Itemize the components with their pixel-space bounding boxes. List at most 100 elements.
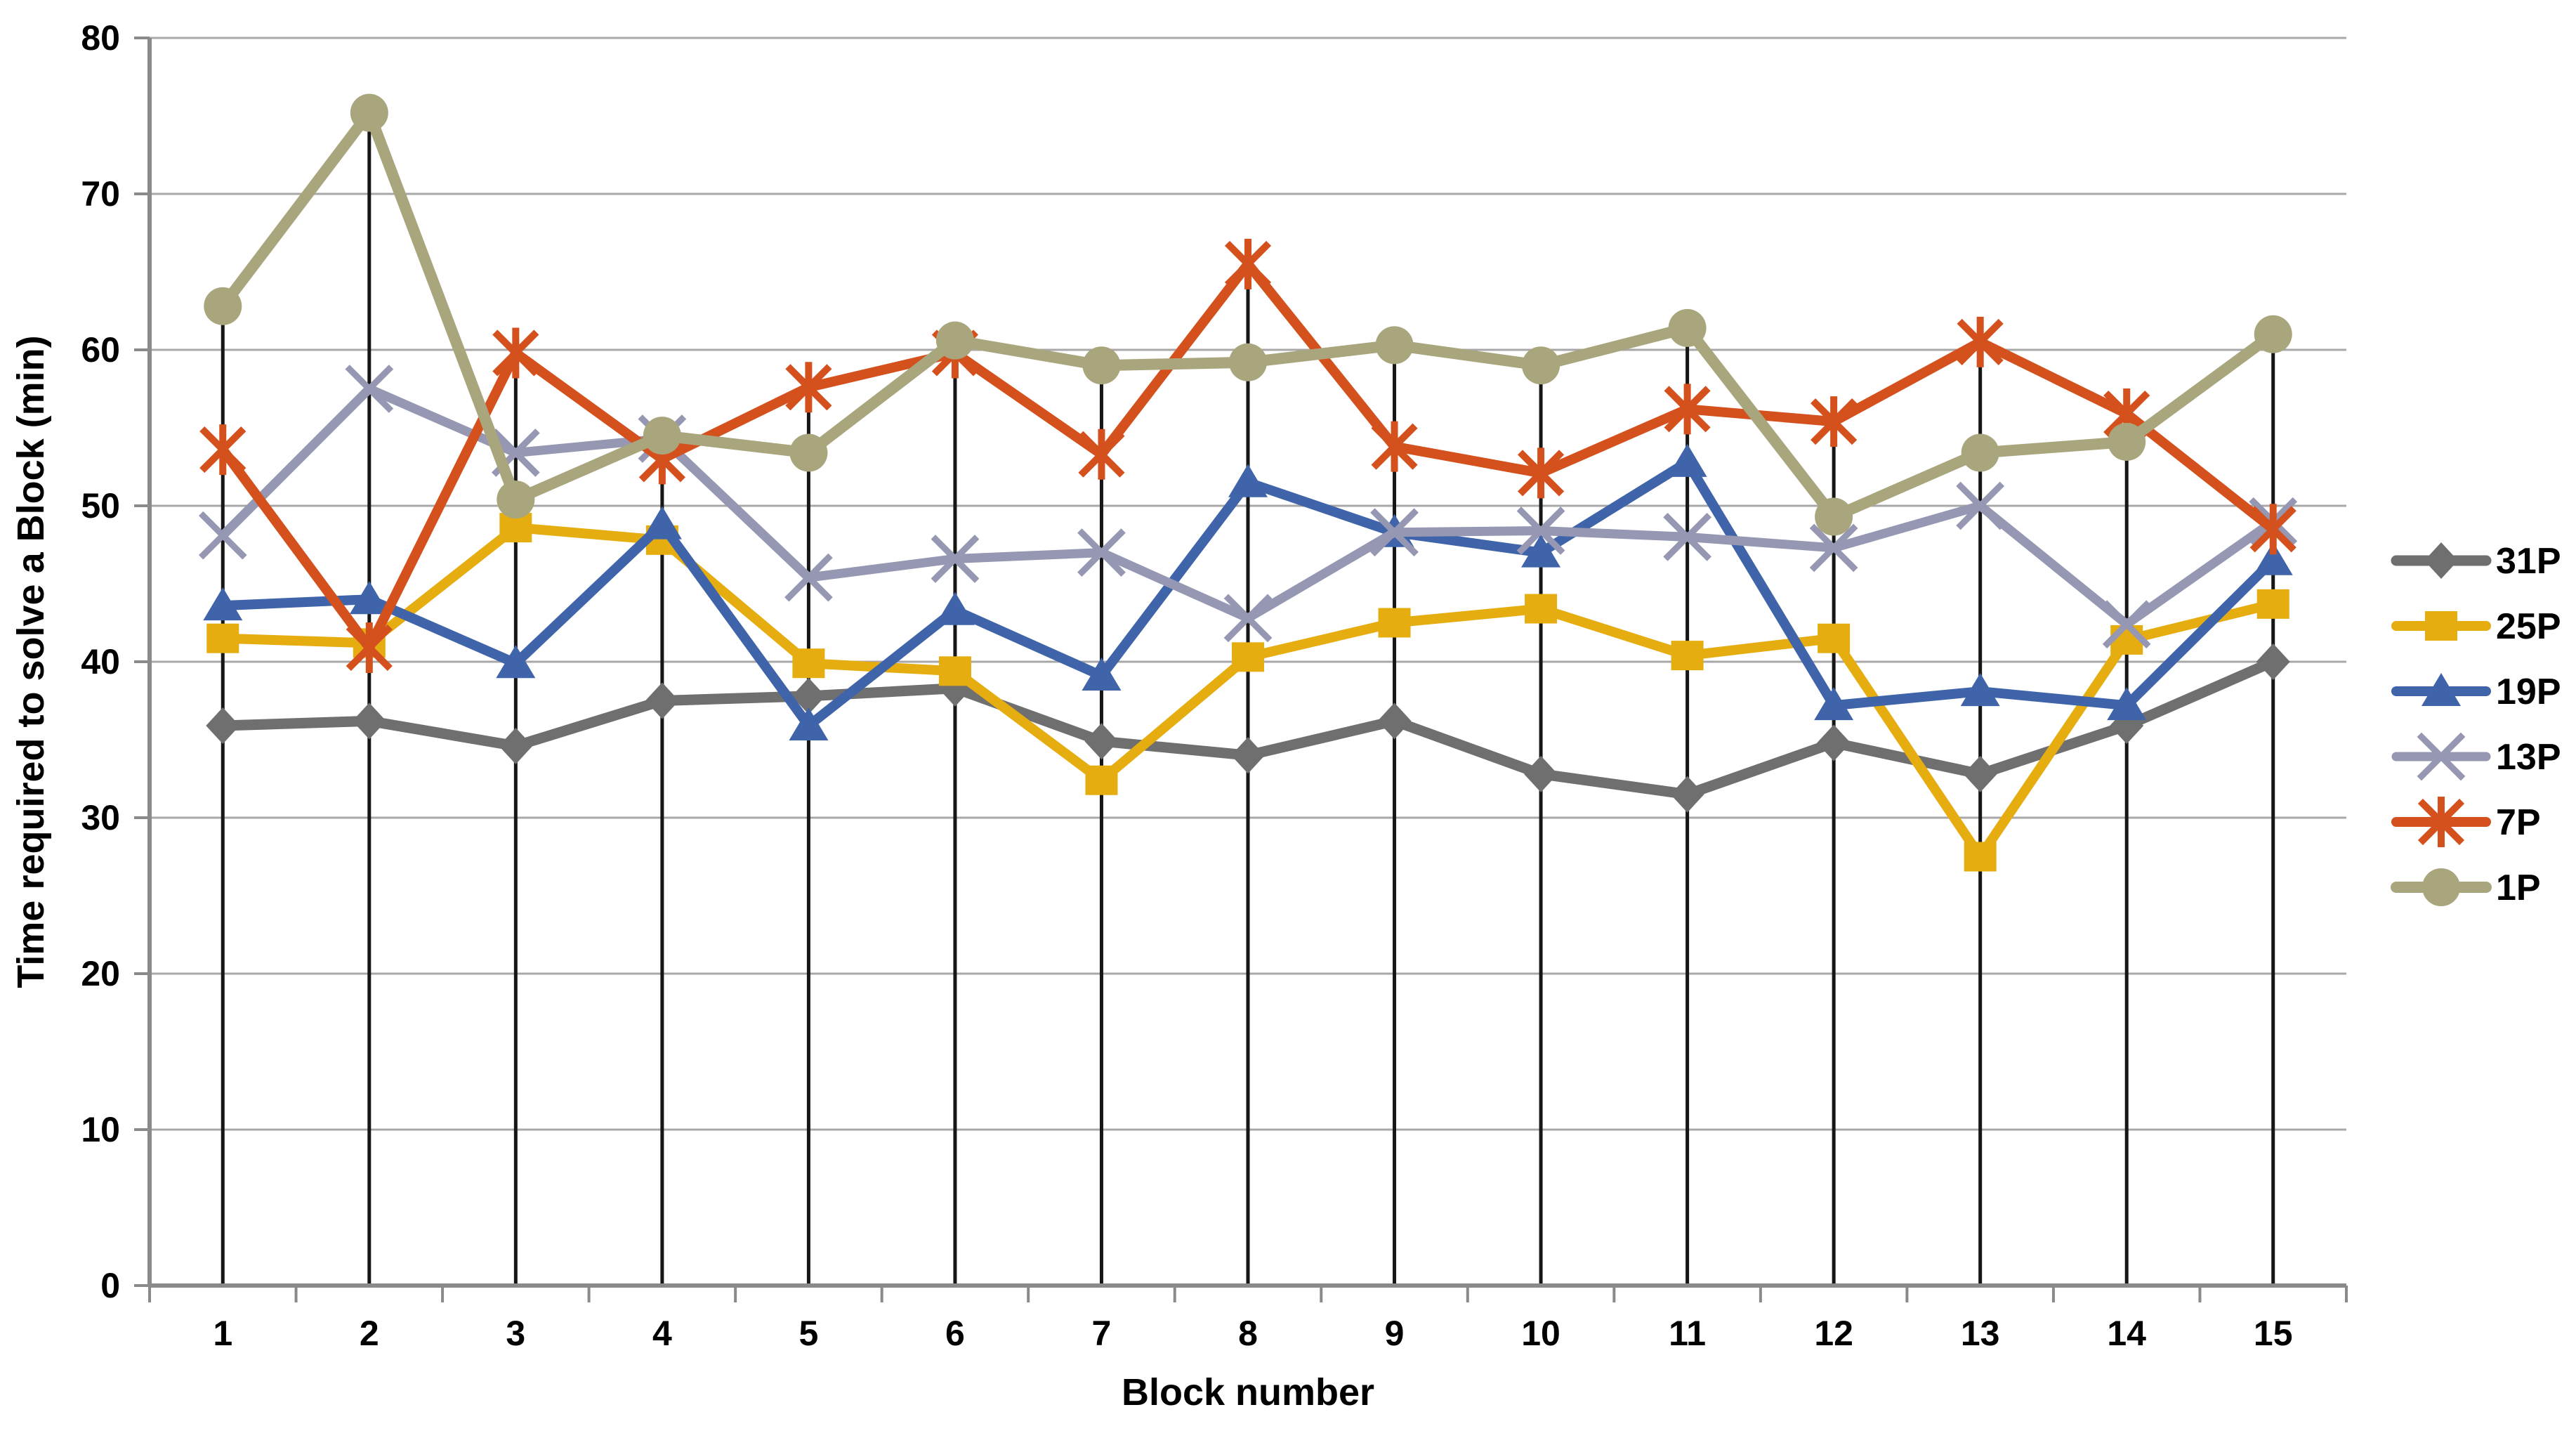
legend-label-13P: 13P	[2496, 737, 2561, 778]
marker-13P-block-7	[1077, 528, 1126, 577]
marker-19P-block-1	[203, 587, 243, 621]
marker-13P-block-1	[198, 511, 247, 560]
legend-item-13P: 13P	[2391, 732, 2561, 781]
marker-13P-block-11	[1663, 513, 1711, 561]
x-tick-label-14: 14	[2107, 1314, 2146, 1353]
marker-19P-block-4	[642, 506, 682, 540]
marker-31P-block-9	[1377, 702, 1412, 740]
marker-31P-block-2	[352, 702, 386, 740]
marker-25P-block-15	[2256, 589, 2289, 619]
legend-label-7P: 7P	[2496, 802, 2541, 843]
x-tick-label-12: 12	[1814, 1314, 1853, 1353]
marker-7P-block-10	[1517, 447, 1565, 499]
marker-1P-block-10	[1522, 346, 1560, 385]
marker-19P-block-13	[1960, 673, 2000, 707]
marker-25P-block-6	[938, 656, 971, 686]
marker-19P-block-2	[349, 581, 389, 615]
marker-1P-block-8	[1229, 343, 1267, 381]
legend-marker-19P-icon	[2421, 673, 2461, 706]
x-tick-label-13: 13	[1961, 1314, 2000, 1353]
marker-25P-block-12	[1818, 623, 1851, 653]
marker-25P-block-9	[1378, 608, 1411, 638]
legend-label-31P: 31P	[2496, 541, 2561, 582]
marker-13P-block-9	[1370, 508, 1419, 557]
x-tick-label-11: 11	[1669, 1314, 1706, 1353]
marker-1P-block-14	[2108, 422, 2146, 461]
marker-1P-block-13	[1961, 433, 1999, 472]
legend-item-7P: 7P	[2391, 797, 2541, 847]
marker-31P-block-1	[206, 707, 240, 745]
marker-7P-block-13	[1957, 316, 2004, 367]
y-tick-label-50: 50	[81, 486, 120, 525]
y-tick-label-70: 70	[81, 174, 120, 214]
x-tick-label-5: 5	[799, 1314, 818, 1353]
legend-marker-1P-icon	[2422, 868, 2460, 906]
x-tick-label-9: 9	[1385, 1314, 1405, 1353]
y-tick-label-0: 0	[100, 1266, 120, 1305]
marker-19P-block-3	[496, 645, 536, 679]
marker-31P-block-15	[2256, 643, 2290, 680]
marker-7P-block-9	[1371, 421, 1418, 472]
marker-1P-block-6	[935, 321, 974, 360]
legend-item-1P: 1P	[2391, 868, 2541, 908]
legend-marker-13P-icon	[2417, 732, 2466, 781]
marker-19P-block-15	[2253, 542, 2293, 575]
legend-label-25P: 25P	[2496, 606, 2561, 647]
marker-13P-block-2	[345, 365, 394, 413]
marker-13P-block-10	[1516, 506, 1565, 555]
marker-7P-block-12	[1811, 396, 1858, 447]
x-tick-label-6: 6	[945, 1314, 965, 1353]
marker-31P-block-11	[1670, 776, 1704, 813]
legend-item-31P: 31P	[2391, 541, 2561, 582]
y-tick-label-60: 60	[81, 330, 120, 370]
y-tick-label-10: 10	[81, 1110, 120, 1149]
marker-25P-block-8	[1232, 642, 1264, 672]
marker-7P-block-2	[346, 622, 393, 674]
marker-19P-block-10	[1521, 534, 1561, 568]
axes	[134, 37, 2348, 1302]
marker-31P-block-5	[791, 677, 826, 714]
marker-31P-block-4	[645, 682, 679, 719]
marker-25P-block-10	[1525, 594, 1558, 624]
legend: 31P 25P 19P 13P 7P 1P	[2391, 541, 2561, 908]
x-tick-label-7: 7	[1092, 1314, 1112, 1353]
x-tick-label-15: 15	[2254, 1314, 2293, 1353]
marker-13P-block-13	[1956, 481, 2005, 530]
y-tick-label-40: 40	[81, 642, 120, 681]
marker-31P-block-13	[1963, 755, 1997, 792]
marker-31P-block-12	[1817, 724, 1851, 762]
marker-19P-block-11	[1667, 443, 1707, 477]
x-tick-label-4: 4	[652, 1314, 672, 1353]
x-tick-label-10: 10	[1521, 1314, 1560, 1353]
marker-25P-block-11	[1671, 641, 1704, 671]
marker-13P-block-14	[2102, 600, 2151, 649]
legend-marker-31P-icon	[2424, 542, 2458, 579]
marker-13P-block-6	[931, 535, 980, 583]
marker-25P-block-7	[1085, 765, 1118, 795]
marker-25P-block-14	[2110, 625, 2143, 655]
marker-31P-block-3	[499, 727, 533, 764]
marker-1P-block-3	[497, 481, 535, 519]
x-tick-label-8: 8	[1238, 1314, 1258, 1353]
x-axis-title: Block number	[1122, 1371, 1374, 1413]
marker-25P-block-5	[792, 648, 825, 679]
marker-1P-block-12	[1815, 497, 1853, 536]
marker-31P-block-7	[1084, 723, 1119, 760]
marker-1P-block-15	[2254, 315, 2292, 353]
marker-13P-block-8	[1223, 594, 1273, 643]
marker-7P-block-5	[785, 362, 832, 413]
y-tick-label-20: 20	[81, 954, 120, 993]
marker-13P-block-5	[784, 553, 833, 602]
legend-marker-25P-icon	[2425, 611, 2457, 641]
marker-1P-block-7	[1082, 346, 1121, 385]
marker-7P-block-15	[2249, 504, 2296, 555]
legend-marker-7P-icon	[2417, 797, 2465, 847]
y-tick-label-80: 80	[81, 18, 120, 58]
marker-7P-block-3	[492, 327, 539, 379]
marker-1P-block-9	[1375, 326, 1414, 365]
marker-1P-block-4	[643, 417, 681, 455]
marker-7P-block-8	[1224, 238, 1272, 289]
marker-19P-block-12	[1814, 687, 1854, 721]
